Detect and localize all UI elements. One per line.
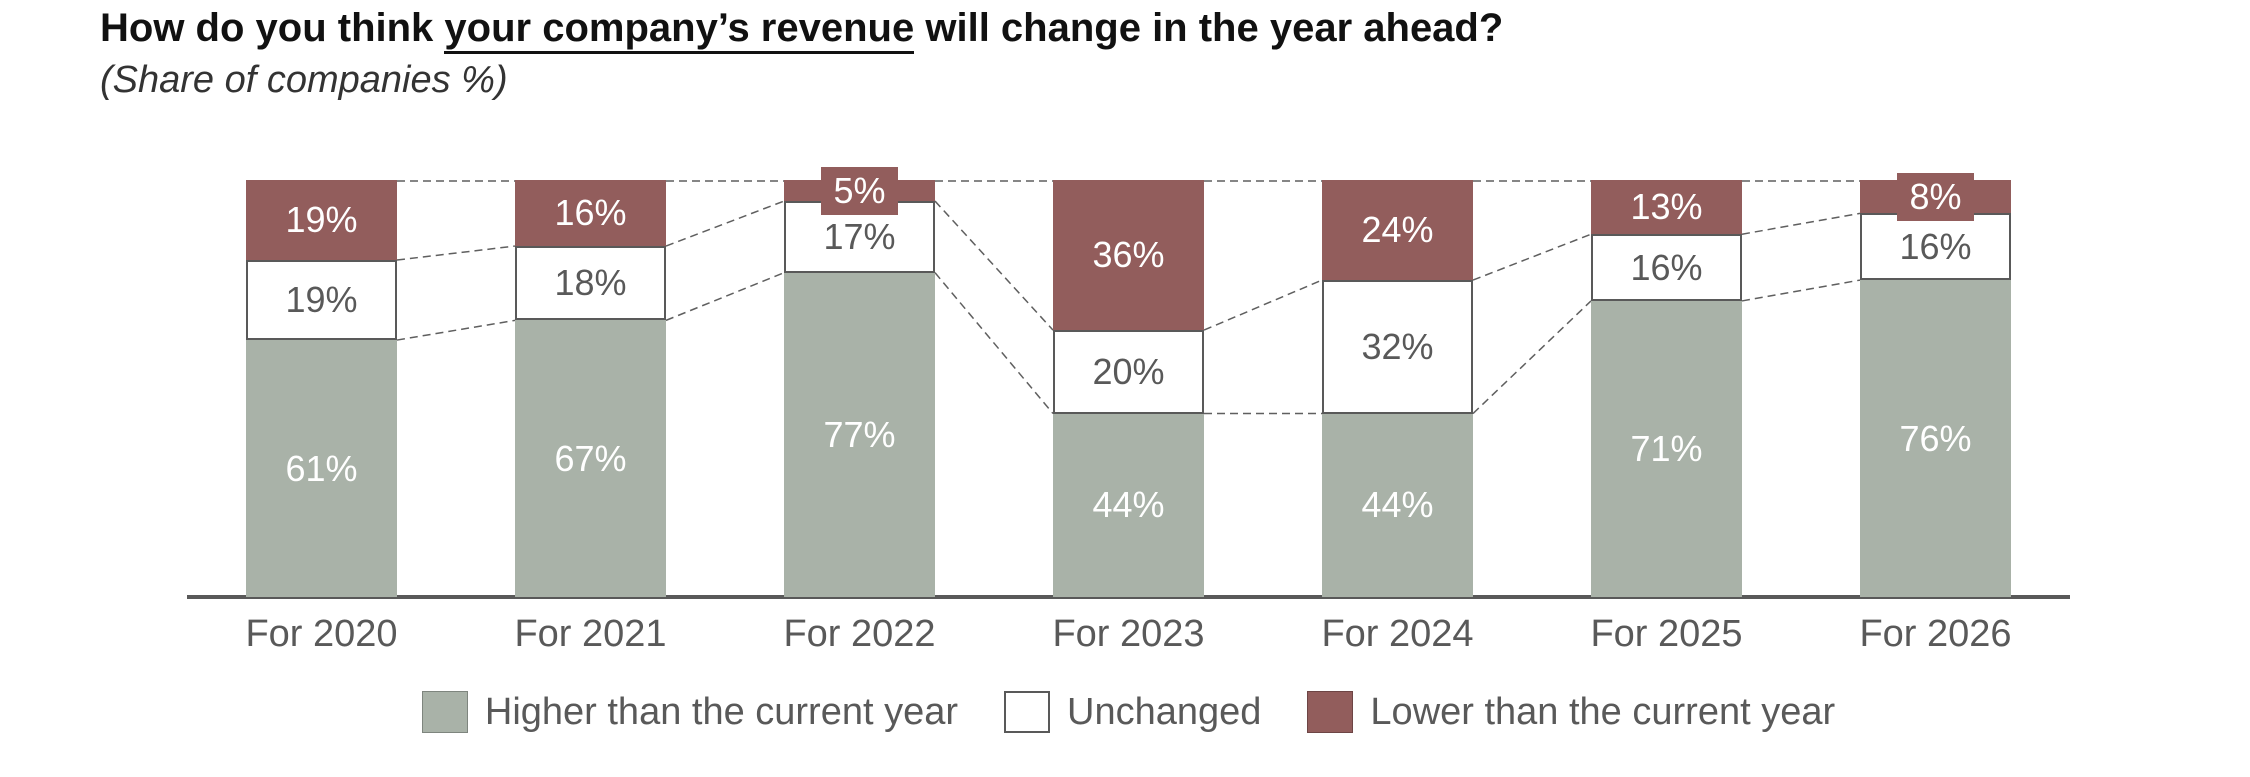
segment-value-label: 67% <box>554 437 627 479</box>
connector-dashed-line <box>934 200 1054 331</box>
x-axis-label-for-2021: For 2021 <box>514 613 667 655</box>
segment-lower: 19% <box>246 180 397 261</box>
segment-value-label: 76% <box>1899 417 1972 459</box>
legend-label-lower: Lower than the current year <box>1370 691 1836 733</box>
title-underlined-phrase: your company’s revenue <box>444 6 915 54</box>
segment-value-label: 32% <box>1361 325 1434 367</box>
segment-value-label: 20% <box>1092 350 1165 392</box>
segment-lower: 36% <box>1053 180 1204 331</box>
x-axis-line <box>187 595 2070 599</box>
x-axis-label-for-2020: For 2020 <box>245 613 398 655</box>
segment-value-label: 5% <box>821 166 898 215</box>
legend-item-unchanged: Unchanged <box>1004 688 1261 736</box>
legend-item-higher: Higher than the current year <box>421 688 959 736</box>
legend-swatch-lower <box>1307 691 1354 733</box>
chart-title: How do you think your company’s revenue … <box>100 2 1503 54</box>
segment-value-label: 16% <box>542 189 639 238</box>
segment-value-label: 36% <box>1080 231 1177 280</box>
x-axis-labels: For 2020 For 2021 For 2022 For 2023 For 2024… <box>187 610 2070 658</box>
segment-value-label: 44% <box>1092 484 1165 526</box>
segment-value-label: 16% <box>1630 246 1703 288</box>
segment-unchanged: 20% <box>1053 330 1204 414</box>
connector-dashed-line <box>396 245 516 261</box>
title-pre: How do you think <box>100 6 445 50</box>
legend-label-unchanged: Unchanged <box>1067 691 1262 733</box>
segment-value-label: 61% <box>285 447 358 489</box>
segment-lower: 8% <box>1860 172 2011 221</box>
segment-value-label: 13% <box>1618 183 1715 232</box>
x-axis-label-for-2025: For 2025 <box>1590 613 1743 655</box>
segment-value-label: 77% <box>823 413 896 455</box>
legend-swatch-higher <box>421 691 468 733</box>
connector-dashed-line <box>665 271 785 322</box>
segment-value-label: 19% <box>273 196 370 244</box>
bar-for-2023: 36% 20% 44% <box>1053 180 1204 597</box>
x-axis-label-for-2026: For 2026 <box>1859 613 2012 655</box>
segment-value-label: 44% <box>1361 484 1434 526</box>
connector-dashed-line <box>1741 279 1861 302</box>
segment-higher: 44% <box>1053 413 1204 597</box>
legend: Higher than the current year Unchanged L… <box>187 688 2070 736</box>
bar-for-2021: 16% 18% 67% <box>515 180 666 597</box>
segment-higher: 44% <box>1322 413 1473 597</box>
segment-higher: 71% <box>1591 300 1742 597</box>
legend-swatch-unchanged <box>1004 691 1051 733</box>
segment-value-label: 18% <box>554 262 627 304</box>
connector-dashed-line <box>665 200 785 247</box>
segment-value-label: 8% <box>1897 172 1974 221</box>
segment-higher: 61% <box>246 340 397 597</box>
segment-value-label: 19% <box>285 279 358 321</box>
connector-dashed-line <box>1472 300 1592 415</box>
segment-value-label: 16% <box>1899 225 1972 267</box>
segment-higher: 67% <box>515 320 666 597</box>
segment-value-label: 17% <box>823 215 896 257</box>
x-axis-label-for-2022: For 2022 <box>783 613 936 655</box>
segment-unchanged: 16% <box>1591 234 1742 301</box>
chart-area: 19% 19% 61% 16% 18% 67% 5% 17% 77% 36% 20% 44% 24% 32… <box>187 166 2070 597</box>
bar-for-2026: 8% 16% 76% <box>1860 172 2011 597</box>
connector-lines <box>396 180 1861 415</box>
connector-dashed-line <box>396 319 516 341</box>
x-axis-label-for-2024: For 2024 <box>1321 613 1474 655</box>
segment-lower: 24% <box>1322 180 1473 281</box>
connector-dashed-line <box>1472 233 1592 281</box>
bar-for-2022: 5% 17% 77% <box>784 166 935 597</box>
segment-higher: 76% <box>1860 280 2011 597</box>
segment-lower: 16% <box>515 180 666 247</box>
segment-lower: 5% <box>784 166 935 215</box>
connector-dashed-line <box>934 272 1054 415</box>
bar-for-2025: 13% 16% 71% <box>1591 180 1742 597</box>
segment-unchanged: 18% <box>515 246 666 321</box>
x-axis-label-for-2023: For 2023 <box>1052 613 1205 655</box>
legend-item-lower: Lower than the current year <box>1307 688 1835 736</box>
bar-for-2020: 19% 19% 61% <box>246 180 397 597</box>
segment-higher: 77% <box>784 272 935 597</box>
segment-unchanged: 16% <box>1860 213 2011 281</box>
segment-value-label: 71% <box>1630 427 1703 469</box>
chart-subtitle: (Share of companies %) <box>100 59 508 101</box>
connector-dashed-line <box>1203 279 1323 331</box>
bar-for-2024: 24% 32% 44% <box>1322 180 1473 597</box>
legend-label-higher: Higher than the current year <box>484 691 959 733</box>
connector-dashed-line <box>1741 212 1861 235</box>
segment-value-label: 24% <box>1349 206 1446 255</box>
segment-unchanged: 19% <box>246 260 397 341</box>
segment-unchanged: 32% <box>1322 280 1473 414</box>
segment-lower: 13% <box>1591 180 1742 235</box>
title-post: will change in the year ahead? <box>914 6 1504 50</box>
